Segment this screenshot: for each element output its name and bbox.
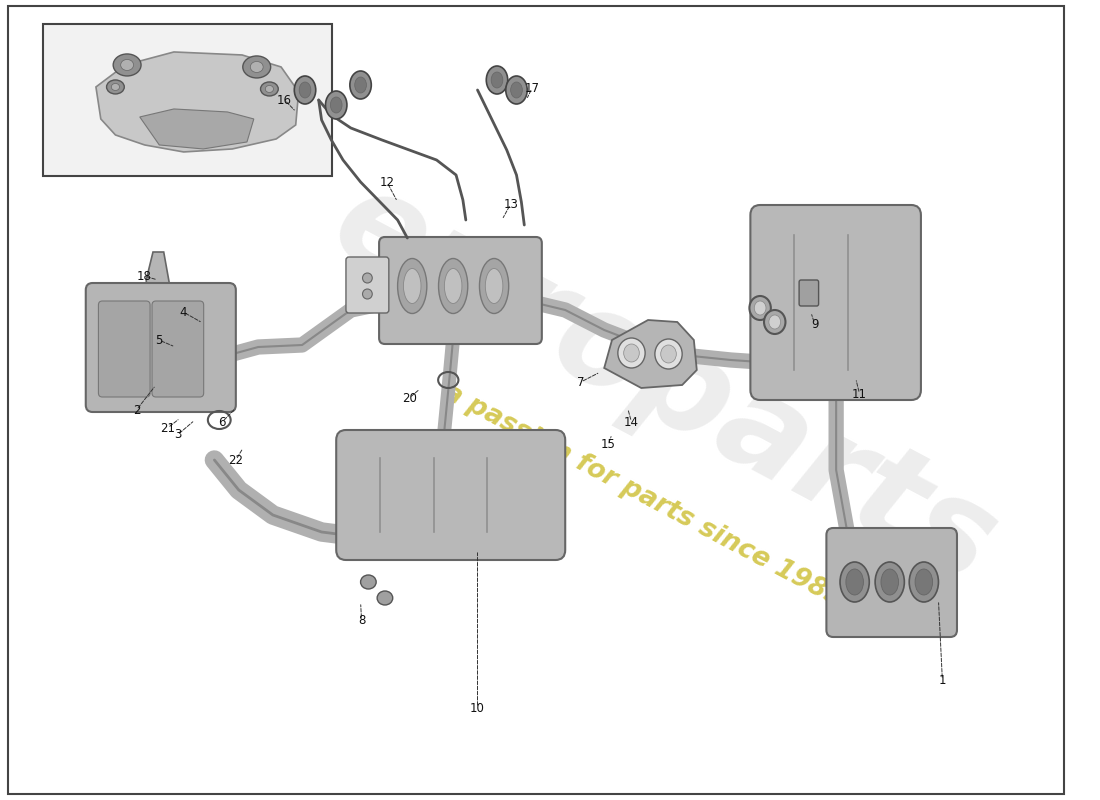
Text: 8: 8	[358, 614, 365, 626]
Ellipse shape	[769, 315, 781, 329]
Ellipse shape	[510, 82, 522, 98]
FancyBboxPatch shape	[98, 301, 150, 397]
Ellipse shape	[243, 56, 271, 78]
FancyBboxPatch shape	[750, 205, 921, 400]
Text: 7: 7	[578, 375, 584, 389]
Ellipse shape	[363, 289, 372, 299]
Ellipse shape	[251, 62, 263, 73]
Text: 14: 14	[624, 415, 639, 429]
Text: 5: 5	[155, 334, 163, 346]
Text: 1: 1	[938, 674, 946, 686]
Text: 9: 9	[811, 318, 818, 330]
Ellipse shape	[486, 66, 508, 94]
Text: 4: 4	[179, 306, 187, 318]
Ellipse shape	[624, 344, 639, 362]
Bar	[43, 24, 332, 176]
Text: 12: 12	[379, 175, 395, 189]
Ellipse shape	[439, 258, 468, 314]
Ellipse shape	[361, 575, 376, 589]
Ellipse shape	[330, 97, 342, 113]
Ellipse shape	[480, 258, 508, 314]
Ellipse shape	[113, 54, 141, 76]
Ellipse shape	[107, 80, 124, 94]
Ellipse shape	[111, 83, 120, 90]
Ellipse shape	[397, 258, 427, 314]
Ellipse shape	[654, 339, 682, 369]
Ellipse shape	[764, 310, 785, 334]
Text: 20: 20	[402, 391, 417, 405]
FancyBboxPatch shape	[799, 280, 818, 306]
Ellipse shape	[910, 562, 938, 602]
Ellipse shape	[444, 269, 462, 303]
Ellipse shape	[363, 273, 372, 283]
Ellipse shape	[326, 91, 346, 119]
FancyBboxPatch shape	[826, 528, 957, 637]
Text: 10: 10	[470, 702, 485, 714]
Text: 6: 6	[219, 415, 225, 429]
Text: 3: 3	[174, 429, 182, 442]
Text: 21: 21	[161, 422, 175, 434]
Ellipse shape	[121, 59, 133, 70]
Ellipse shape	[881, 569, 899, 595]
Ellipse shape	[915, 569, 933, 595]
Text: 17: 17	[525, 82, 540, 94]
Text: 11: 11	[852, 387, 867, 401]
Ellipse shape	[846, 569, 864, 595]
Ellipse shape	[755, 301, 766, 315]
FancyBboxPatch shape	[86, 283, 235, 412]
Ellipse shape	[295, 76, 316, 104]
Ellipse shape	[354, 77, 366, 93]
Ellipse shape	[261, 82, 278, 96]
Ellipse shape	[492, 72, 503, 88]
Polygon shape	[140, 109, 254, 149]
Ellipse shape	[265, 86, 274, 93]
Polygon shape	[604, 320, 696, 388]
Ellipse shape	[350, 71, 372, 99]
Text: 2: 2	[133, 403, 140, 417]
Ellipse shape	[404, 269, 421, 303]
Text: europarts: europarts	[312, 157, 1016, 611]
Ellipse shape	[749, 296, 771, 320]
Ellipse shape	[377, 591, 393, 605]
Ellipse shape	[485, 269, 503, 303]
Text: 22: 22	[229, 454, 243, 466]
Text: 18: 18	[136, 270, 152, 282]
Ellipse shape	[840, 562, 869, 602]
FancyBboxPatch shape	[379, 237, 542, 344]
FancyBboxPatch shape	[337, 430, 565, 560]
Ellipse shape	[618, 338, 645, 368]
Text: 15: 15	[601, 438, 616, 451]
Ellipse shape	[299, 82, 311, 98]
Text: 13: 13	[503, 198, 518, 210]
Polygon shape	[146, 252, 175, 322]
Ellipse shape	[506, 76, 527, 104]
Polygon shape	[96, 52, 298, 152]
FancyBboxPatch shape	[152, 301, 204, 397]
Text: 16: 16	[277, 94, 293, 106]
FancyBboxPatch shape	[346, 257, 388, 313]
Ellipse shape	[876, 562, 904, 602]
Ellipse shape	[661, 345, 676, 363]
Text: a passion for parts since 1985: a passion for parts since 1985	[439, 379, 847, 613]
